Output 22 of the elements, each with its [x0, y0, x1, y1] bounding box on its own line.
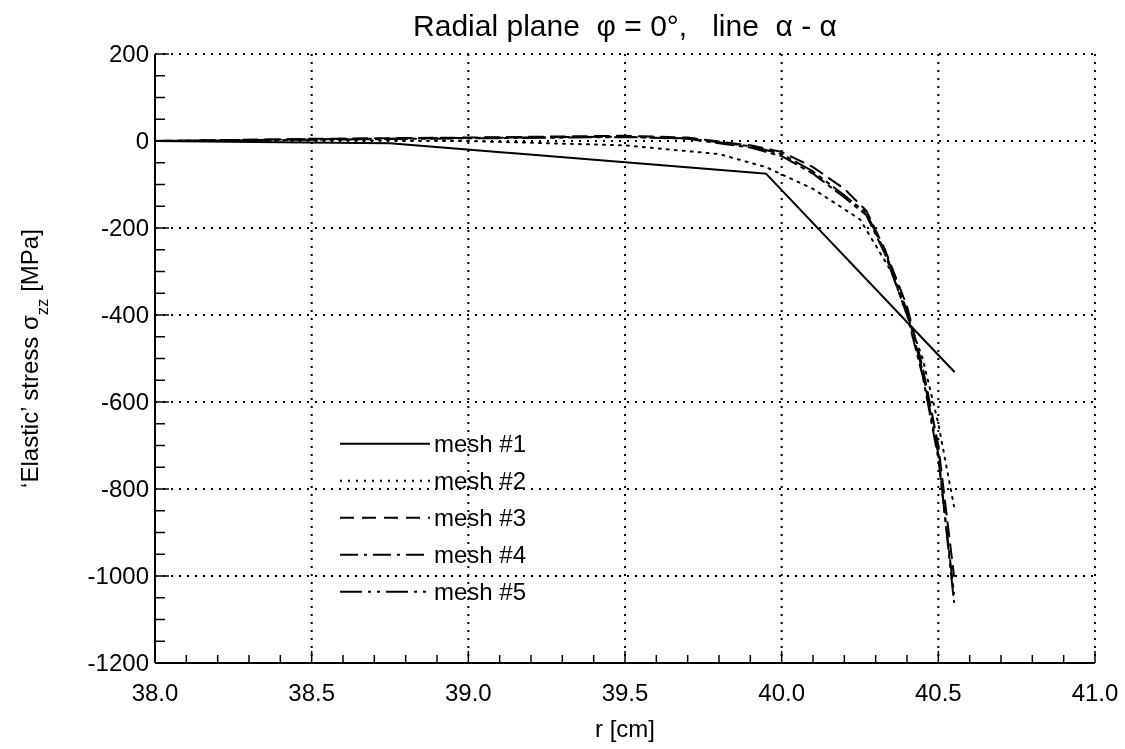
y-tick-label: -400 [100, 301, 149, 328]
legend-label: mesh #3 [434, 503, 527, 531]
legend-label: mesh #5 [434, 577, 527, 605]
x-tick-label: 40.5 [914, 679, 962, 706]
x-tick-label: 41.0 [1071, 679, 1119, 706]
y-tick-label: -200 [100, 214, 149, 241]
legend-label: mesh #4 [434, 540, 527, 568]
chart-title: Radial plane φ = 0°, line α - α [413, 9, 837, 42]
legend-label: mesh #2 [434, 466, 527, 494]
y-tick-label: -1000 [87, 562, 149, 589]
y-tick-label: 0 [135, 127, 149, 154]
y-tick-label: -800 [100, 475, 149, 502]
x-tick-label: 39.5 [601, 679, 649, 706]
x-tick-label: 38.5 [288, 679, 336, 706]
y-tick-label: -600 [100, 388, 149, 415]
x-axis-title: r [cm] [595, 715, 655, 742]
y-tick-label: -1200 [87, 649, 149, 676]
y-tick-label: 200 [108, 40, 149, 67]
x-tick-label: 38.0 [131, 679, 179, 706]
legend-label: mesh #1 [434, 429, 527, 457]
x-tick-label: 39.0 [444, 679, 492, 706]
x-tick-label: 40.0 [758, 679, 806, 706]
